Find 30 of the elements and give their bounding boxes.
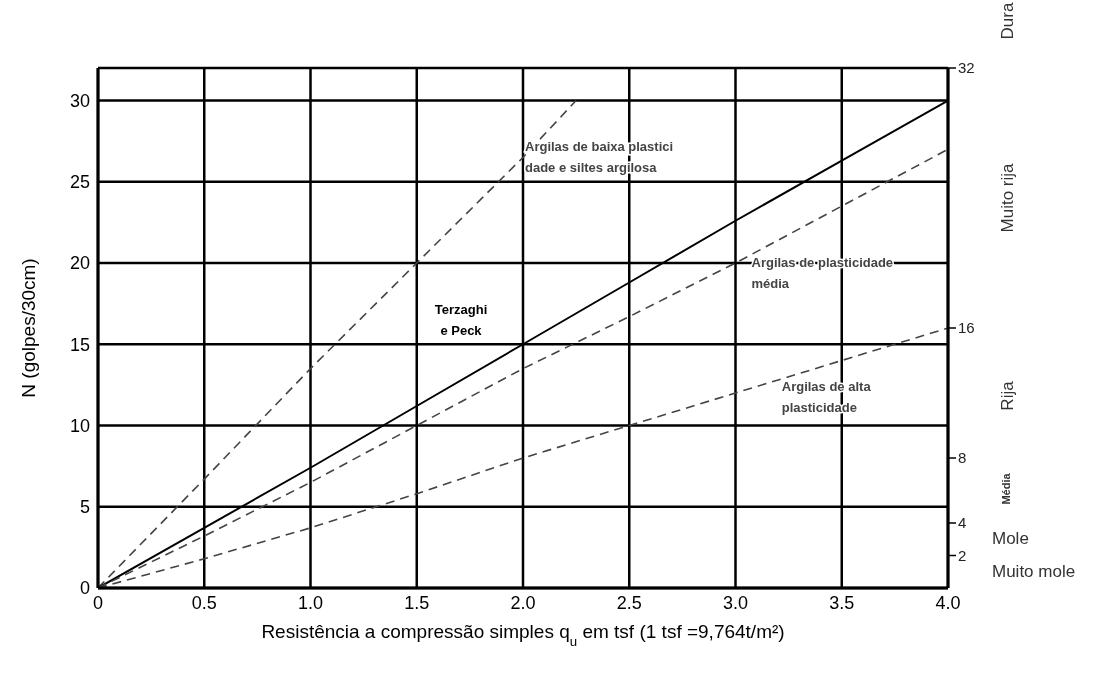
y2-tick-label: 32 [958, 59, 975, 77]
series-label: Terzaghi e Peck [434, 302, 488, 339]
y-tick-label: 5 [79, 497, 90, 518]
x-axis-title: Resistência a compressão simples q$_{u}$ em tsf (1 tsf =9,764t/m²) [261, 621, 785, 649]
y-tick-label: 30 [69, 90, 90, 111]
y2-tick-label: 16 [958, 319, 975, 337]
x-tick-label: 1.0 [297, 592, 324, 613]
text: Dura [998, 2, 1018, 40]
x-tick-label: 2.5 [616, 592, 642, 613]
text: Muito mole [992, 562, 1076, 583]
text: Rija [998, 380, 1018, 411]
x-tick-label: 2.0 [510, 592, 536, 613]
x-tick-label: 4.0 [935, 592, 961, 613]
x-tick-label: 3.0 [722, 592, 749, 613]
y-axis-title: N (golpes/30cm) [17, 258, 39, 398]
y-tick-label: 0 [79, 578, 90, 599]
y-tick-label: 20 [69, 253, 90, 274]
y-tick-label: 10 [69, 415, 90, 436]
x-tick-label: 0.5 [191, 592, 217, 613]
text: Muito rija [998, 163, 1018, 233]
y-tick-label: 25 [69, 172, 90, 193]
y2-tick-label: 8 [958, 449, 967, 467]
text: Mole [992, 528, 1029, 549]
y-tick-label: 15 [69, 334, 90, 355]
x-tick-label: 0 [92, 592, 104, 613]
x-tick-label: 1.5 [404, 592, 430, 613]
y2-tick-label: 2 [958, 546, 967, 564]
text: Média [1000, 473, 1012, 505]
y2-tick-label: 4 [958, 514, 967, 532]
x-tick-label: 3.5 [829, 592, 855, 613]
